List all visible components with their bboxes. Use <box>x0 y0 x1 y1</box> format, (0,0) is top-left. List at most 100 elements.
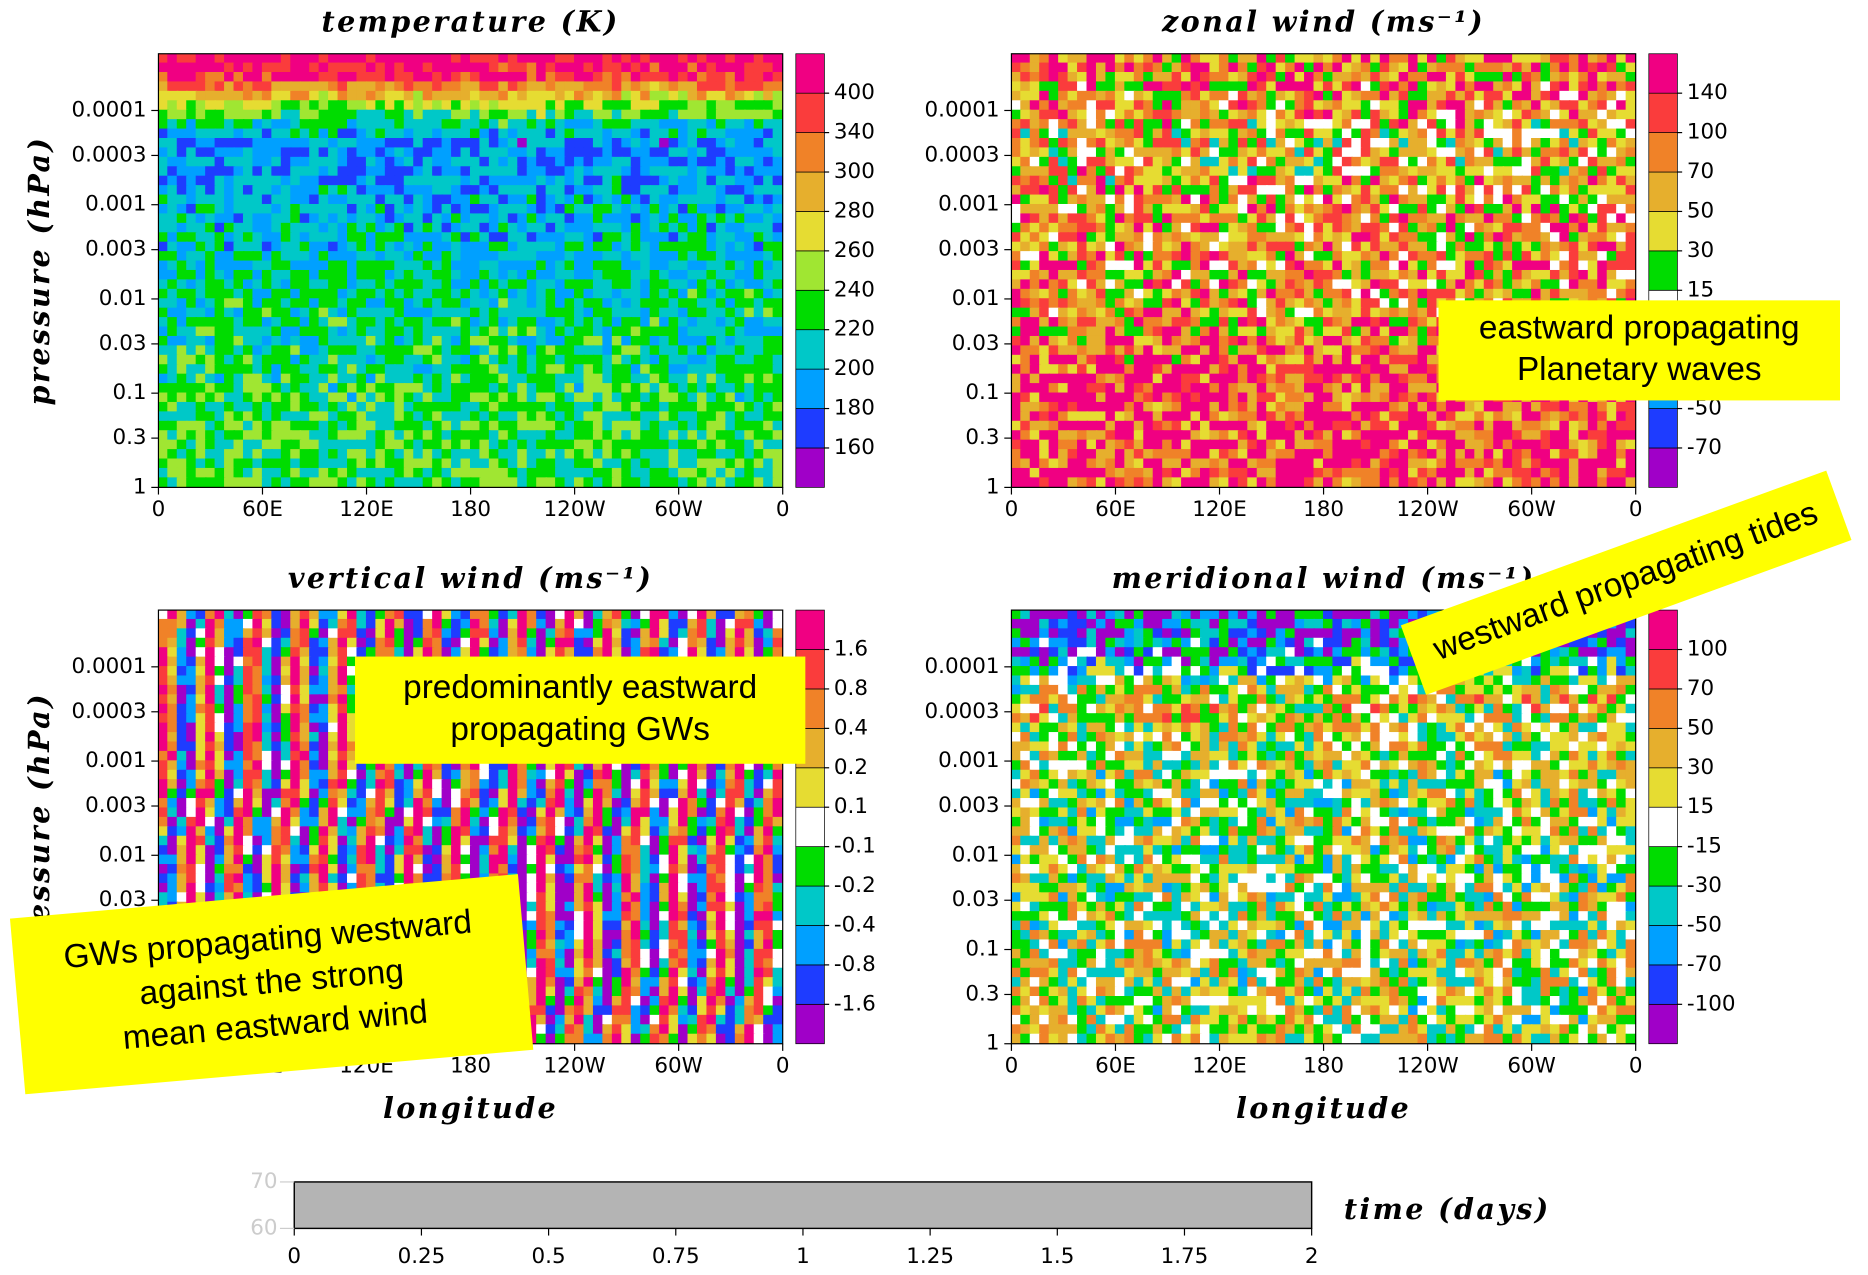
field-cell <box>1190 166 1202 178</box>
field-cell <box>1408 203 1419 215</box>
field-cell <box>1540 288 1552 300</box>
field-cell <box>555 345 566 357</box>
field-cell <box>536 72 548 83</box>
field-cell <box>347 166 358 178</box>
field-cell <box>706 449 718 460</box>
field-cell <box>309 222 321 234</box>
field-cell <box>205 147 217 159</box>
field-cell <box>725 109 737 121</box>
colorbar-label: 200 <box>834 356 875 381</box>
field-cell <box>583 335 595 347</box>
field-cell <box>375 185 387 196</box>
field-cell <box>441 317 453 328</box>
field-cell <box>564 288 576 300</box>
field-cell <box>413 354 425 366</box>
field-cell <box>1587 72 1599 83</box>
field-cell <box>602 420 614 432</box>
field-cell <box>1011 232 1022 244</box>
field-cell <box>328 251 339 262</box>
field-cell <box>432 232 444 244</box>
field-cell <box>1190 90 1202 102</box>
field-cell <box>507 119 519 131</box>
field-cell <box>1039 213 1051 225</box>
field-cell <box>1351 62 1363 74</box>
field-cell <box>413 411 425 423</box>
field-cell <box>1370 109 1382 121</box>
field-cell <box>498 354 510 366</box>
field-cell <box>1029 90 1041 102</box>
field-cell <box>299 203 311 215</box>
field-cell <box>261 449 273 460</box>
field-cell <box>441 166 453 178</box>
field-cell <box>1124 90 1136 102</box>
field-cell <box>507 72 519 83</box>
field-cell <box>1587 185 1599 196</box>
field-cell <box>555 279 566 291</box>
field-cell <box>309 269 321 281</box>
field-cell <box>280 449 292 460</box>
field-cell <box>347 392 358 404</box>
field-cell <box>1304 288 1315 300</box>
field-cell <box>1275 241 1287 253</box>
field-cell <box>167 100 179 112</box>
field-cell <box>1171 166 1183 178</box>
field-cell <box>309 175 321 187</box>
field-cell <box>1237 203 1249 215</box>
field-cell <box>687 241 699 253</box>
field-cell <box>1285 317 1297 328</box>
field-cell <box>696 166 708 178</box>
field-cell <box>1587 194 1599 206</box>
field-cell <box>441 298 453 310</box>
field-cell <box>649 241 661 253</box>
field-cell <box>1531 90 1542 102</box>
field-cell <box>451 119 462 131</box>
field-cell <box>1587 166 1599 178</box>
field-cell <box>1095 156 1107 168</box>
field-cell <box>271 260 283 272</box>
field-cell <box>271 335 283 347</box>
field-cell <box>451 307 462 319</box>
field-cell <box>649 458 661 470</box>
field-cell <box>1578 137 1590 149</box>
field-cell <box>347 420 358 432</box>
field-cell <box>678 269 689 281</box>
field-cell <box>479 232 491 244</box>
field-cell <box>479 119 491 131</box>
field-cell <box>772 194 783 206</box>
field-cell <box>205 185 217 196</box>
field-cell <box>252 81 264 93</box>
field-cell <box>309 251 321 262</box>
field-cell <box>1152 213 1164 225</box>
field-cell <box>271 411 283 423</box>
field-cell <box>1086 128 1098 140</box>
field-cell <box>1427 269 1438 281</box>
field-cell <box>517 62 529 74</box>
field-cell <box>1086 90 1098 102</box>
field-cell <box>1389 251 1401 262</box>
field-cell <box>1351 175 1363 187</box>
field-cell <box>233 335 245 347</box>
field-cell <box>1067 128 1079 140</box>
field-cell <box>526 166 538 178</box>
field-cell <box>1256 156 1268 168</box>
field-cell <box>1114 90 1126 102</box>
field-cell <box>195 232 207 244</box>
field-cell <box>659 109 671 121</box>
field-cell <box>1058 137 1070 149</box>
field-cell <box>696 100 708 112</box>
field-cell <box>1200 279 1211 291</box>
field-cell <box>1408 298 1419 310</box>
field-cell <box>678 354 689 366</box>
field-cell <box>224 100 235 112</box>
field-cell <box>1417 128 1429 140</box>
field-cell <box>1190 298 1202 310</box>
field-cell <box>224 175 235 187</box>
field-cell <box>1445 100 1457 112</box>
field-cell <box>678 90 689 102</box>
field-cell <box>432 439 444 451</box>
field-cell <box>715 467 727 479</box>
field-cell <box>337 90 349 102</box>
field-cell <box>224 345 235 357</box>
field-cell <box>1341 128 1353 140</box>
field-cell <box>649 307 661 319</box>
